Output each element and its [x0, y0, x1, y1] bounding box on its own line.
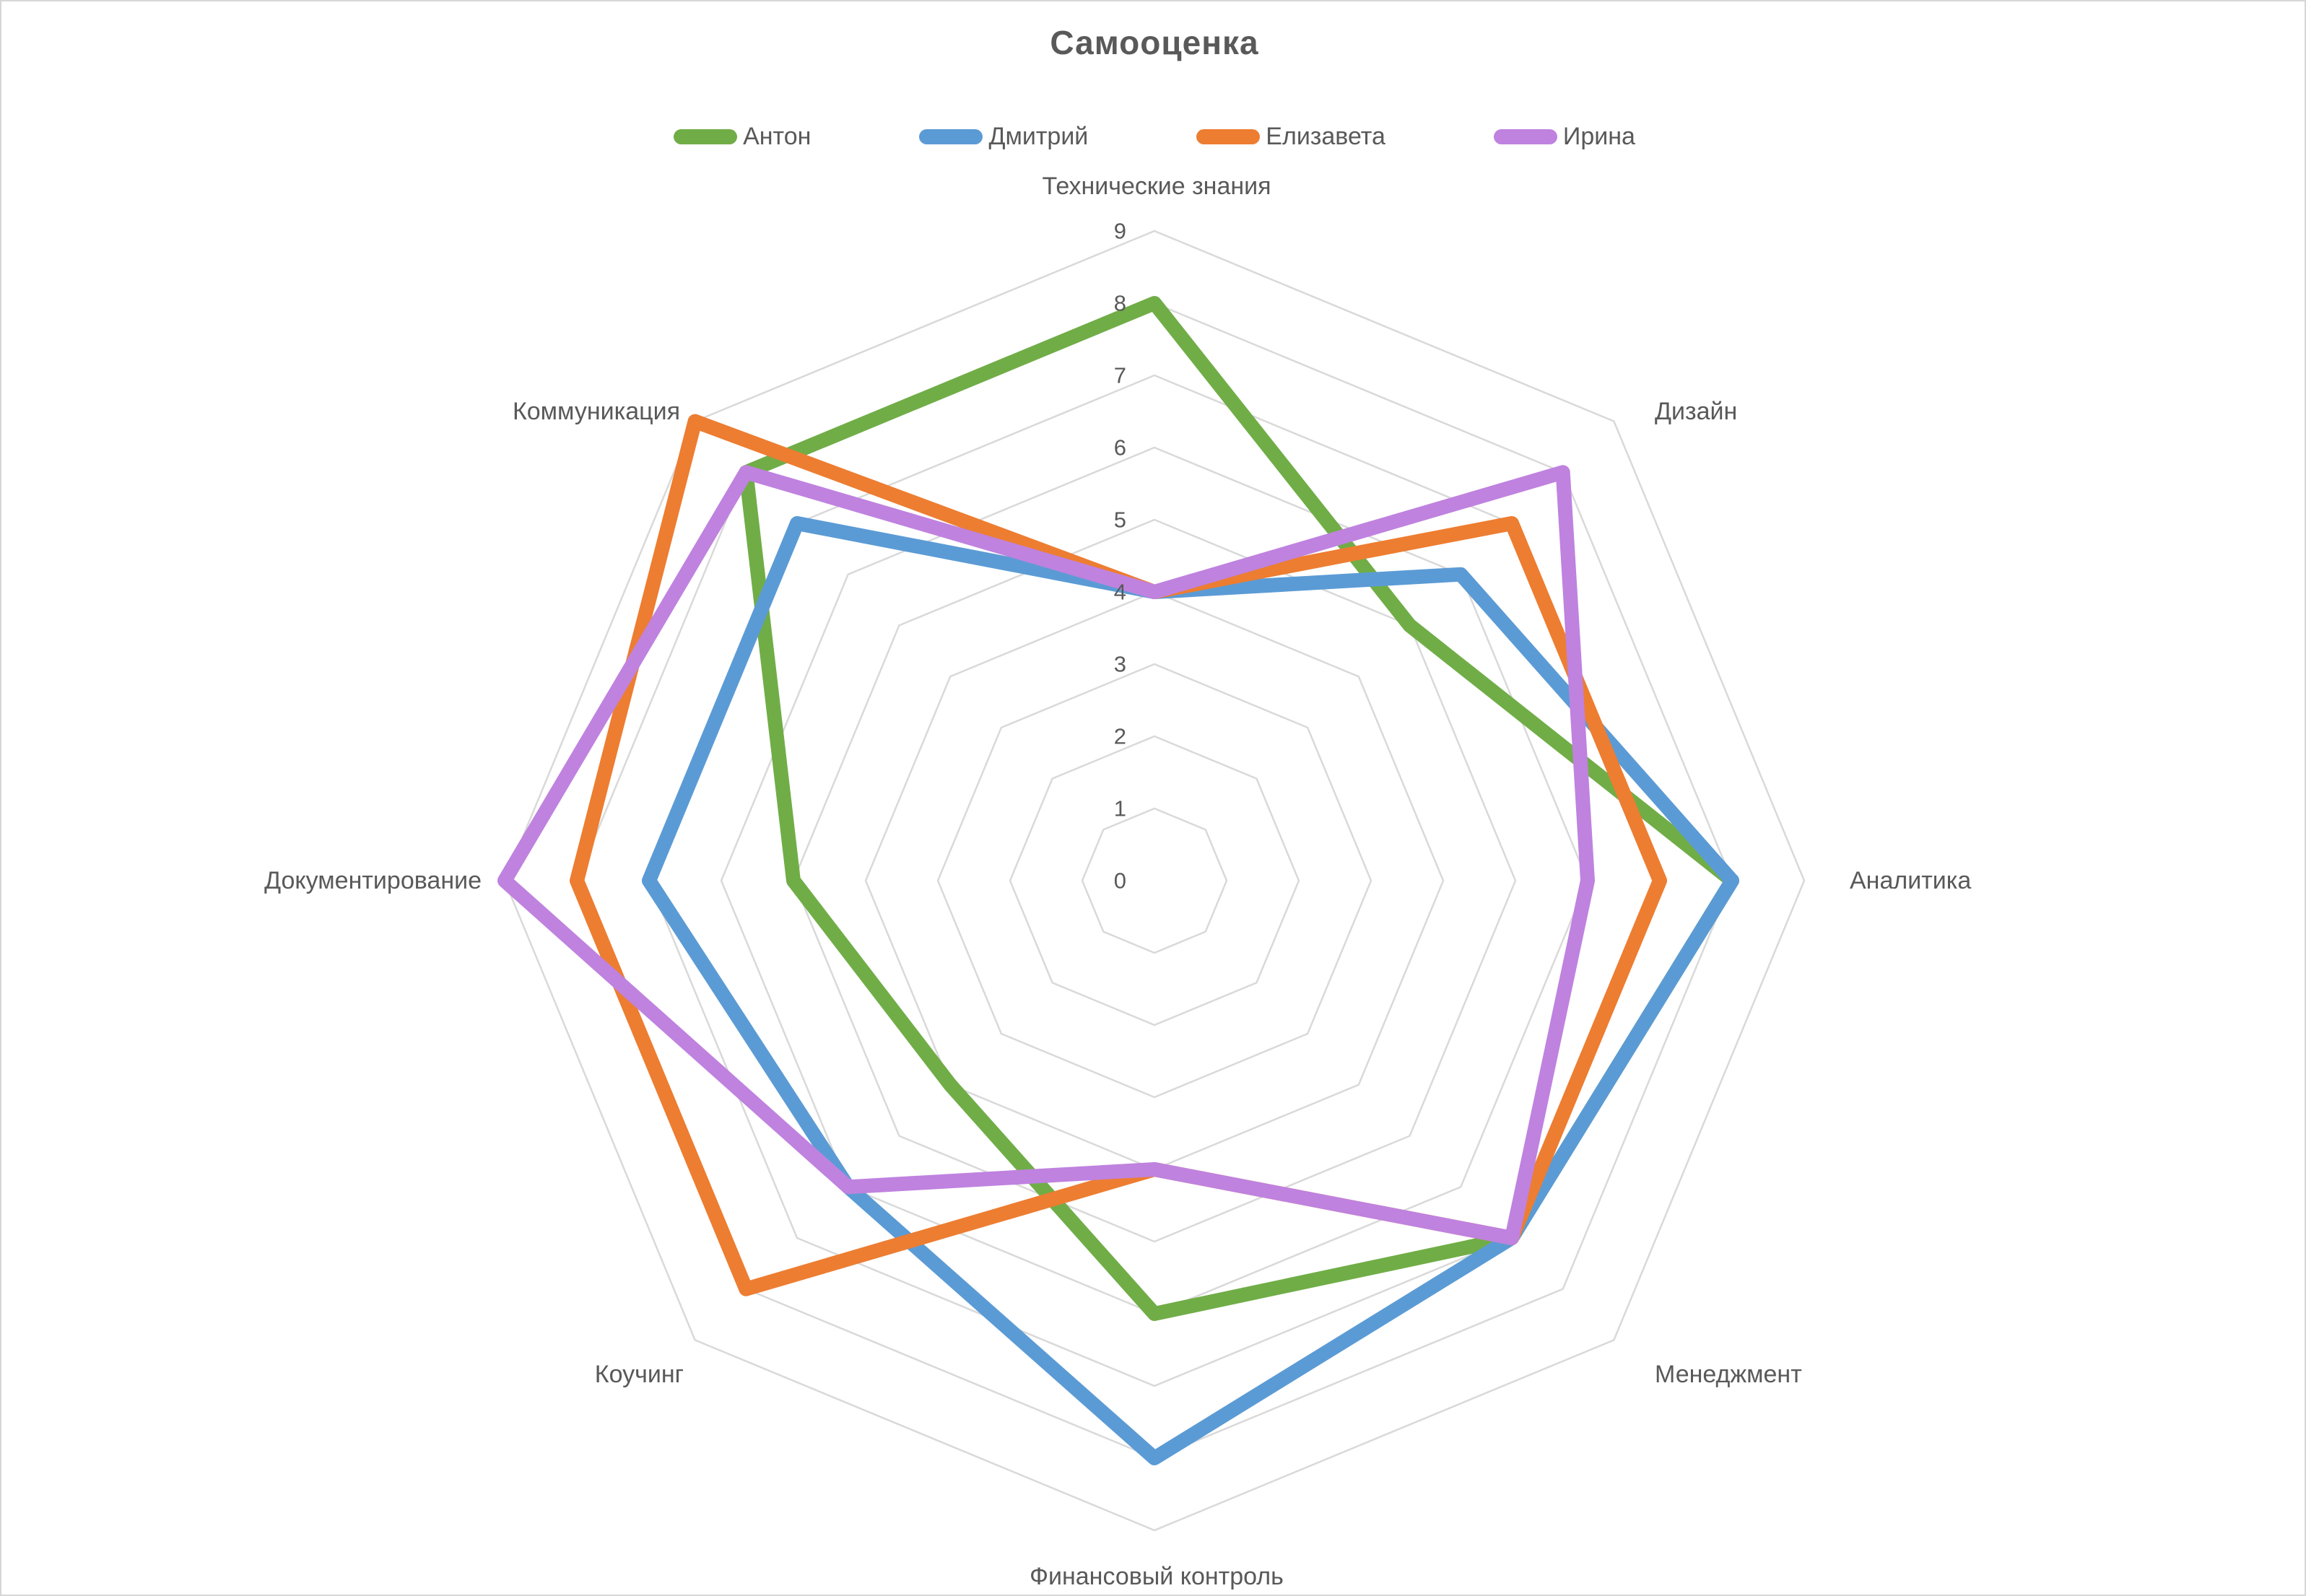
- legend-swatch-icon: [674, 129, 738, 144]
- legend-item-1: Антон: [674, 123, 811, 151]
- value-axis-tick-3: 3: [1114, 652, 1126, 677]
- category-label-7: Документирование: [264, 867, 482, 894]
- value-axis-tick-7: 7: [1114, 363, 1126, 388]
- category-label-4: Менеджмент: [1655, 1361, 1802, 1388]
- category-label-1: Технические знания: [1042, 173, 1271, 200]
- value-axis-tick-9: 9: [1114, 219, 1126, 244]
- category-label-2: Дизайн: [1655, 398, 1737, 425]
- value-axis-tick-5: 5: [1114, 507, 1126, 533]
- category-label-8: Коммуникация: [513, 398, 680, 425]
- gridline-ring-9: [503, 230, 1806, 1532]
- series-line-3: [570, 414, 1667, 1296]
- series-line-4: [497, 465, 1595, 1245]
- legend-label: Антон: [743, 123, 812, 150]
- category-label-5: Финансовый контроль: [1030, 1563, 1284, 1590]
- series-line-2: [642, 516, 1739, 1465]
- legend-label: Дмитрий: [988, 123, 1089, 150]
- value-axis-tick-8: 8: [1114, 291, 1126, 316]
- value-axis-tick-0: 0: [1114, 868, 1126, 894]
- legend-label: Ирина: [1562, 123, 1635, 150]
- legend-swatch-icon: [919, 129, 983, 144]
- legend-item-2: Дмитрий: [919, 123, 1088, 151]
- legend-swatch-icon: [1196, 129, 1261, 144]
- value-axis-tick-2: 2: [1114, 724, 1126, 749]
- gridline-ring-3: [936, 663, 1372, 1099]
- gridline-ring-5: [792, 518, 1517, 1243]
- chart-title: Самооценка: [1050, 24, 1259, 61]
- legend-label: Елизавета: [1266, 123, 1385, 150]
- gridline-ring-2: [1009, 735, 1300, 1026]
- legend-item-3: Елизавета: [1196, 123, 1385, 151]
- legend-swatch-icon: [1493, 129, 1557, 144]
- legend-item-4: Ирина: [1493, 123, 1635, 151]
- gridline-ring-1: [1081, 807, 1228, 954]
- chart-legend: Антон Дмитрий Елизавета Ирина: [1, 123, 2305, 151]
- value-axis-tick-6: 6: [1114, 435, 1126, 461]
- value-axis-tick-1: 1: [1114, 796, 1126, 821]
- category-label-3: Аналитика: [1850, 867, 1971, 894]
- category-label-6: Коучинг: [595, 1361, 684, 1388]
- value-axis-tick-4: 4: [1114, 580, 1126, 605]
